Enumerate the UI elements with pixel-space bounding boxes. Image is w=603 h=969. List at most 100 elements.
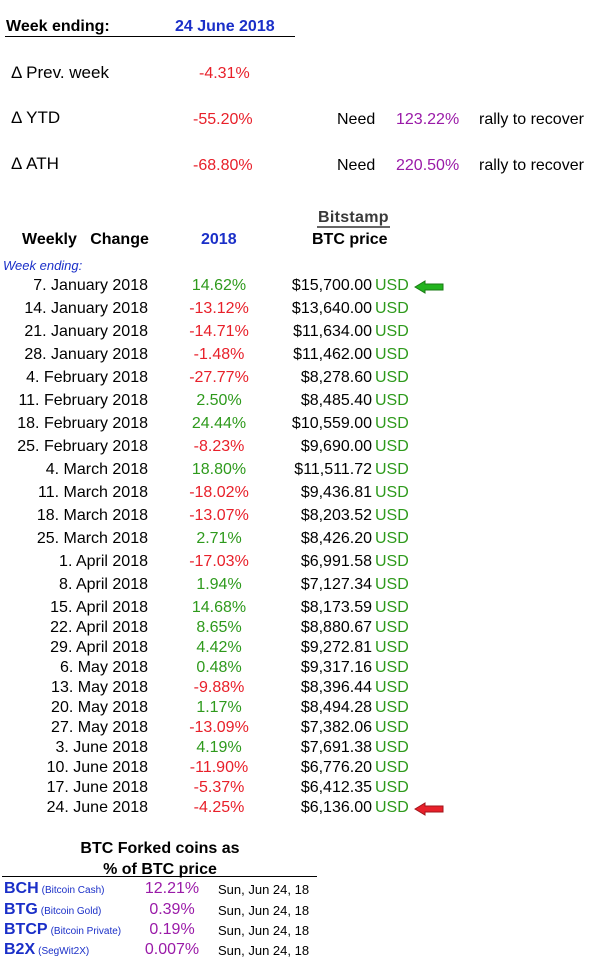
coin-date: Sun, Jun 24, 18 [218,943,310,958]
table-row: 3. June 2018 4.19% $7,691.38 USD [0,739,603,759]
forked-rule [2,876,317,877]
row-date: 4. February 2018 [26,369,148,386]
row-change: -18.02% [189,484,249,501]
row-change: -14.71% [189,323,249,340]
prev-week-label: Δ Prev. week [11,63,109,82]
row-change: -8.23% [193,438,245,455]
row-price: $11,634.00 [293,323,372,340]
row-price: $8,880.67 [300,619,372,636]
row-change: 14.62% [191,277,247,294]
row-currency: USD [375,799,409,816]
ytd-need-value: 123.22% [396,111,460,128]
row-date: 18. March 2018 [36,507,148,524]
ath-rally-text: rally to recover [479,157,584,174]
row-date: 21. January 2018 [24,323,148,340]
row-price: $8,494.28 [300,699,372,716]
bitstamp-logo: Bitstamp [317,209,390,228]
table-row: 1. April 2018 -17.03% $6,991.58 USD [0,553,603,573]
ytd-need-label: Need [337,111,376,128]
coin-symbol: BCH (Bitcoin Cash) [4,880,104,898]
table-row: 7. January 2018 14.62% $15,700.00 USD [0,277,603,297]
table-row: 4. March 2018 18.80% $11,511.72 USD [0,461,603,481]
header-rule [5,36,295,37]
table-row: 28. January 2018 -1.48% $11,462.00 USD [0,346,603,366]
row-change: -1.48% [193,346,245,363]
row-currency: USD [375,438,409,455]
coin-percent: 0.39% [149,901,195,918]
table-row: 22. April 2018 8.65% $8,880.67 USD [0,619,603,639]
row-currency: USD [375,461,409,478]
table-row: 11. February 2018 2.50% $8,485.40 USD [0,392,603,412]
row-date: 11. March 2018 [38,484,148,501]
row-date: 8. April 2018 [59,576,148,593]
table-row: 11. March 2018 -18.02% $9,436.81 USD [0,484,603,504]
ath-label: Δ ATH [11,154,59,173]
table-row: 14. January 2018 -13.12% $13,640.00 USD [0,300,603,320]
row-price: $10,559.00 [291,415,372,432]
row-date: 17. June 2018 [46,779,148,796]
row-price: $11,511.72 [294,461,372,478]
week-ending-note: Week ending: [3,258,83,273]
ytd-value: -55.20% [193,111,253,128]
ath-need-value: 220.50% [396,157,460,174]
row-currency: USD [375,277,409,294]
table-row: 18. February 2018 24.44% $10,559.00 USD [0,415,603,435]
row-price: $7,127.34 [300,576,372,593]
coin-full-name: (Bitcoin Gold) [40,906,102,917]
row-price: $6,776.20 [300,759,372,776]
row-change: 1.94% [196,576,242,593]
ath-need-label: Need [337,157,376,174]
row-date: 24. June 2018 [46,799,148,816]
table-row: 25. March 2018 2.71% $8,426.20 USD [0,530,603,550]
row-date: 3. June 2018 [55,739,148,756]
row-currency: USD [375,530,409,547]
row-date: 1. April 2018 [59,553,148,570]
row-date: 25. March 2018 [36,530,148,547]
row-price: $11,462.00 [293,346,372,363]
table-row: 6. May 2018 0.48% $9,317.16 USD [0,659,603,679]
row-currency: USD [375,392,409,409]
row-change: -4.25% [193,799,245,816]
table-row: 24. June 2018 -4.25% $6,136.00 USD [0,799,603,819]
row-change: 8.65% [196,619,242,636]
coin-symbol: BTCP (Bitcoin Private) [4,921,121,939]
row-change: 0.48% [196,659,242,676]
row-currency: USD [375,779,409,796]
ytd-label: Δ YTD [11,108,61,127]
coin-symbol: B2X (SegWit2X) [4,941,89,959]
row-price: $7,382.06 [300,719,372,736]
prev-week-value: -4.31% [199,65,250,82]
row-change: -9.88% [193,679,245,696]
row-price: $8,203.52 [300,507,372,524]
row-price: $6,136.00 [300,799,372,816]
row-change: -13.12% [189,300,249,317]
row-currency: USD [375,346,409,363]
row-currency: USD [375,553,409,570]
row-currency: USD [375,699,409,716]
coin-date: Sun, Jun 24, 18 [218,882,310,897]
row-change: 4.19% [196,739,242,756]
coin-percent: 0.007% [144,941,200,958]
row-price: $9,272.81 [300,639,372,656]
row-date: 14. January 2018 [24,300,148,317]
row-price: $13,640.00 [291,300,372,317]
row-price: $9,436.81 [300,484,372,501]
btc-price-header: BTC price [312,231,388,248]
week-ending-value: 24 June 2018 [175,18,275,35]
row-currency: USD [375,484,409,501]
row-price: $8,396.44 [300,679,372,696]
forked-coin-row: BTG (Bitcoin Gold) 0.39% Sun, Jun 24, 18 [0,901,603,921]
row-currency: USD [375,659,409,676]
week-ending-label: Week ending: [6,18,110,35]
row-currency: USD [375,639,409,656]
row-date: 28. January 2018 [24,346,148,363]
forked-coin-row: B2X (SegWit2X) 0.007% Sun, Jun 24, 18 [0,941,603,961]
row-price: $7,691.38 [300,739,372,756]
row-price: $6,991.58 [300,553,372,570]
row-price: $8,485.40 [300,392,372,409]
row-currency: USD [375,599,409,616]
coin-full-name: (Bitcoin Cash) [41,885,105,896]
row-date: 25. February 2018 [17,438,148,455]
table-row: 27. May 2018 -13.09% $7,382.06 USD [0,719,603,739]
row-currency: USD [375,300,409,317]
